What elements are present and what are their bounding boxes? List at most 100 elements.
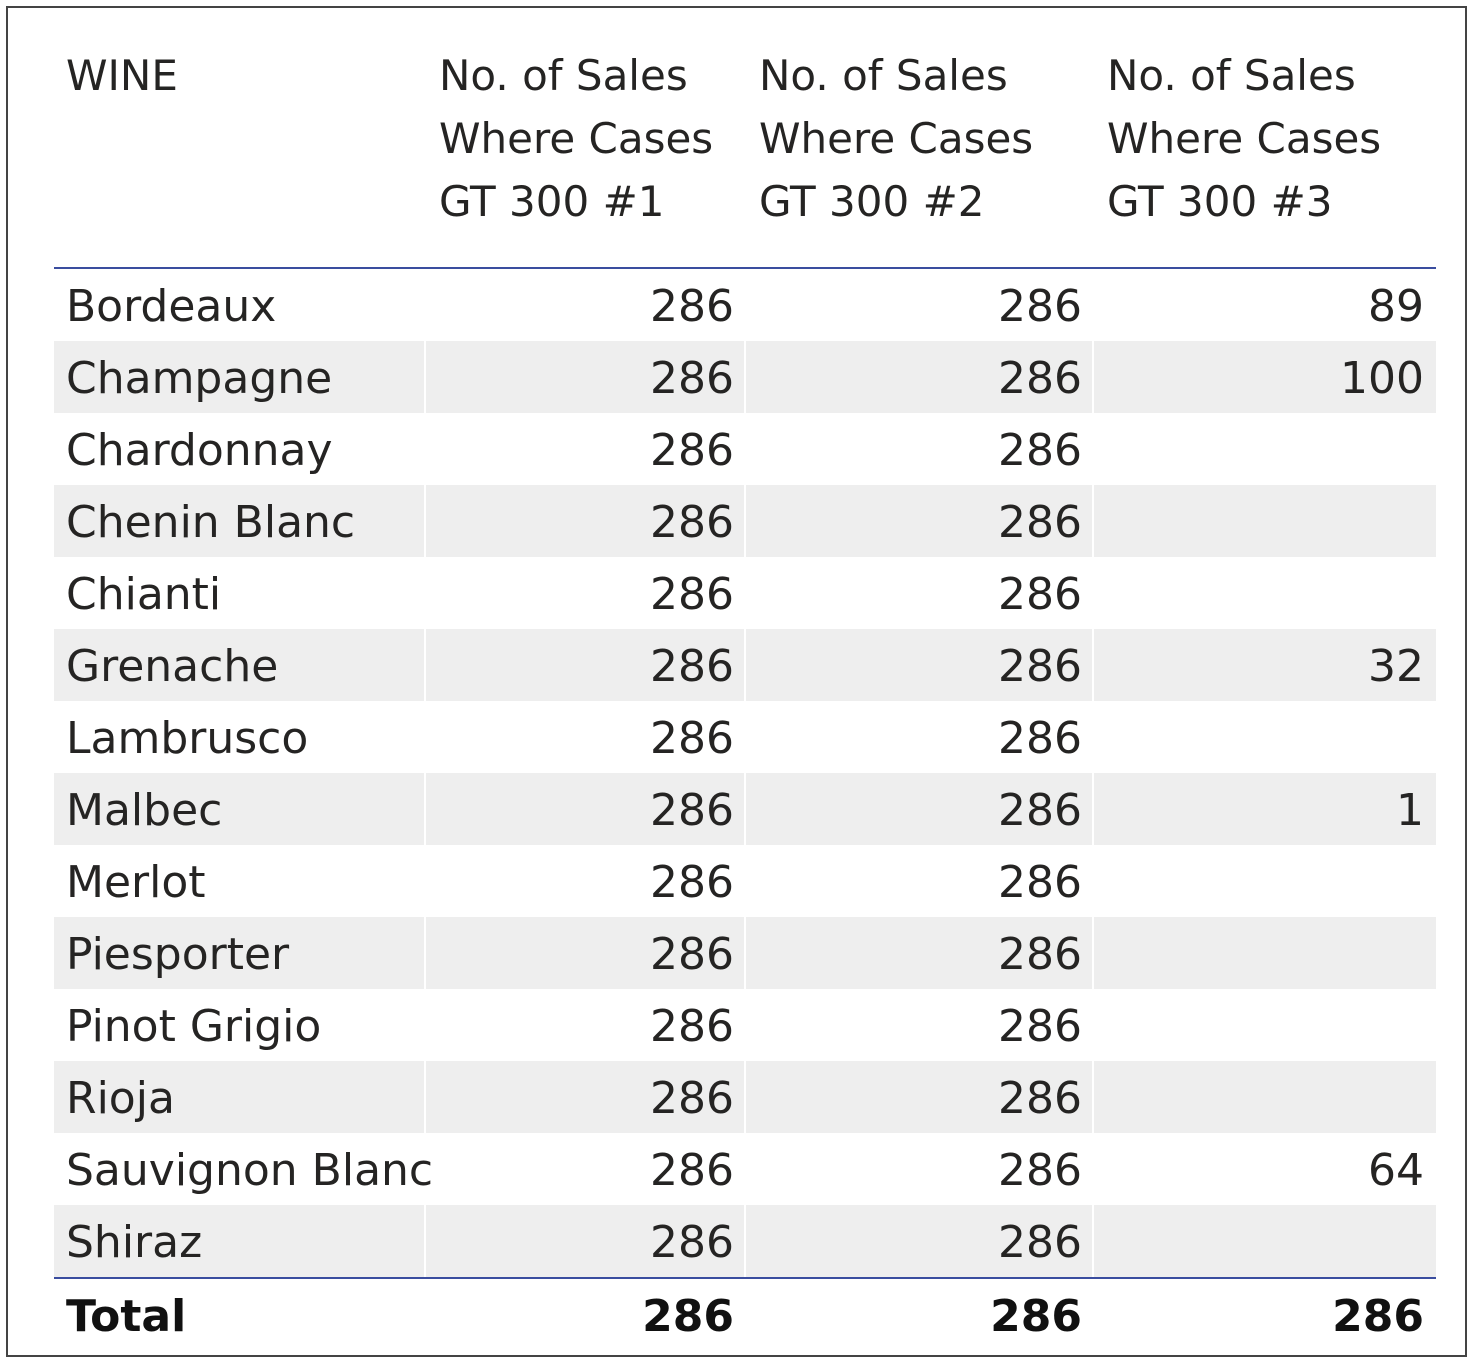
gt300-1-cell: 286	[650, 281, 734, 332]
gt300-3-cell: 89	[1368, 281, 1424, 332]
row-cell-background	[1094, 989, 1436, 1061]
gt300-2-cell: 286	[998, 785, 1082, 836]
table-row[interactable]: Sauvignon Blanc 286 286 64	[54, 1133, 1436, 1205]
table-row[interactable]: Malbec 286 286 1	[54, 773, 1436, 845]
wine-name-cell: Grenache	[66, 641, 279, 692]
row-cell-background	[1094, 1205, 1436, 1277]
gt300-2-cell: 286	[998, 929, 1082, 980]
column-header-gt300-1[interactable]: No. of Sales Where Cases GT 300 #1	[439, 51, 714, 226]
row-cell-background	[426, 629, 744, 701]
wine-name-cell: Chenin Blanc	[66, 497, 356, 548]
gt300-3-cell: 64	[1368, 1145, 1424, 1196]
wine-name-cell: Rioja	[66, 1073, 175, 1124]
total-gt300-1: 286	[642, 1291, 734, 1342]
row-cell-background	[746, 1061, 1092, 1133]
gt300-1-cell: 286	[650, 1001, 734, 1052]
gt300-1-cell: 286	[650, 641, 734, 692]
gt300-2-cell: 286	[998, 1001, 1082, 1052]
gt300-1-cell: 286	[650, 569, 734, 620]
row-cell-background	[746, 1205, 1092, 1277]
gt300-1-cell: 286	[650, 425, 734, 476]
table-row[interactable]: Bordeaux 286 286 89	[54, 269, 1436, 341]
gt300-1-cell: 286	[650, 857, 734, 908]
row-cell-background	[1094, 557, 1436, 629]
gt300-3-cell: 1	[1396, 785, 1424, 836]
gt300-1-cell: 286	[650, 353, 734, 404]
table-total-row: Total 286 286 286	[54, 1277, 1436, 1355]
gt300-2-cell: 286	[998, 641, 1082, 692]
row-cell-background	[1094, 845, 1436, 917]
table-row[interactable]: Chardonnay 286 286	[54, 413, 1436, 485]
table-row[interactable]: Shiraz 286 286	[54, 1205, 1436, 1277]
gt300-1-cell: 286	[650, 497, 734, 548]
table-row[interactable]: Piesporter 286 286	[54, 917, 1436, 989]
gt300-3-cell: 100	[1340, 353, 1424, 404]
wine-name-cell: Merlot	[66, 857, 206, 908]
table-row[interactable]: Chianti 286 286	[54, 557, 1436, 629]
row-cell-background	[426, 1061, 744, 1133]
row-cell-background	[426, 773, 744, 845]
column-header-wine[interactable]: WINE	[66, 51, 178, 100]
wine-name-cell: Chianti	[66, 569, 222, 620]
row-cell-background	[746, 773, 1092, 845]
row-cell-background	[54, 1061, 424, 1133]
table-header-row: WINE No. of Sales Where Cases GT 300 #1 …	[54, 8, 1436, 269]
gt300-2-cell: 286	[998, 713, 1082, 764]
table-body: Bordeaux 286 286 89 Champagne 286 286 100 Chardo…	[54, 269, 1436, 1277]
gt300-2-cell: 286	[998, 1073, 1082, 1124]
table-row[interactable]: Pinot Grigio 286 286	[54, 989, 1436, 1061]
table-row[interactable]: Grenache 286 286 32	[54, 629, 1436, 701]
wine-name-cell: Champagne	[66, 353, 333, 404]
total-gt300-3: 286	[1332, 1291, 1424, 1342]
column-header-gt300-3[interactable]: No. of Sales Where Cases GT 300 #3	[1107, 51, 1382, 226]
row-cell-background	[54, 485, 424, 557]
gt300-3-cell: 32	[1368, 641, 1424, 692]
wine-name-cell: Malbec	[66, 785, 223, 836]
wine-name-cell: Sauvignon Blanc	[66, 1145, 434, 1196]
gt300-1-cell: 286	[650, 713, 734, 764]
row-cell-background	[54, 341, 424, 413]
wine-sales-table: WINE No. of Sales Where Cases GT 300 #1 …	[54, 8, 1436, 1355]
gt300-1-cell: 286	[650, 929, 734, 980]
wine-name-cell: Shiraz	[66, 1217, 203, 1268]
table-visual-frame: WINE No. of Sales Where Cases GT 300 #1 …	[6, 6, 1467, 1357]
gt300-2-cell: 286	[998, 1145, 1082, 1196]
gt300-2-cell: 286	[998, 857, 1082, 908]
row-cell-background	[1094, 773, 1436, 845]
wine-name-cell: Piesporter	[66, 929, 290, 980]
gt300-1-cell: 286	[650, 1073, 734, 1124]
row-cell-background	[426, 1205, 744, 1277]
table-row[interactable]: Rioja 286 286	[54, 1061, 1436, 1133]
wine-name-cell: Chardonnay	[66, 425, 333, 476]
row-cell-background	[54, 1205, 424, 1277]
wine-name-cell: Lambrusco	[66, 713, 309, 764]
gt300-1-cell: 286	[650, 1145, 734, 1196]
row-cell-background	[426, 485, 744, 557]
row-cell-background	[746, 629, 1092, 701]
wine-name-cell: Pinot Grigio	[66, 1001, 322, 1052]
row-cell-background	[1094, 341, 1436, 413]
gt300-2-cell: 286	[998, 353, 1082, 404]
gt300-2-cell: 286	[998, 497, 1082, 548]
table-row[interactable]: Lambrusco 286 286	[54, 701, 1436, 773]
gt300-2-cell: 286	[998, 1217, 1082, 1268]
row-cell-background	[1094, 917, 1436, 989]
row-cell-background	[1094, 1061, 1436, 1133]
row-cell-background	[1094, 701, 1436, 773]
row-cell-background	[1094, 629, 1436, 701]
gt300-1-cell: 286	[650, 1217, 734, 1268]
table-row[interactable]: Chenin Blanc 286 286	[54, 485, 1436, 557]
wine-name-cell: Bordeaux	[66, 281, 277, 332]
table-row[interactable]: Merlot 286 286	[54, 845, 1436, 917]
row-cell-background	[1094, 413, 1436, 485]
row-cell-background	[746, 341, 1092, 413]
row-cell-background	[54, 773, 424, 845]
total-gt300-2: 286	[990, 1291, 1082, 1342]
table-row[interactable]: Champagne 286 286 100	[54, 341, 1436, 413]
gt300-2-cell: 286	[998, 569, 1082, 620]
row-cell-background	[54, 629, 424, 701]
column-header-gt300-2[interactable]: No. of Sales Where Cases GT 300 #2	[759, 51, 1034, 226]
gt300-2-cell: 286	[998, 281, 1082, 332]
row-cell-background	[426, 341, 744, 413]
row-cell-background	[1094, 485, 1436, 557]
